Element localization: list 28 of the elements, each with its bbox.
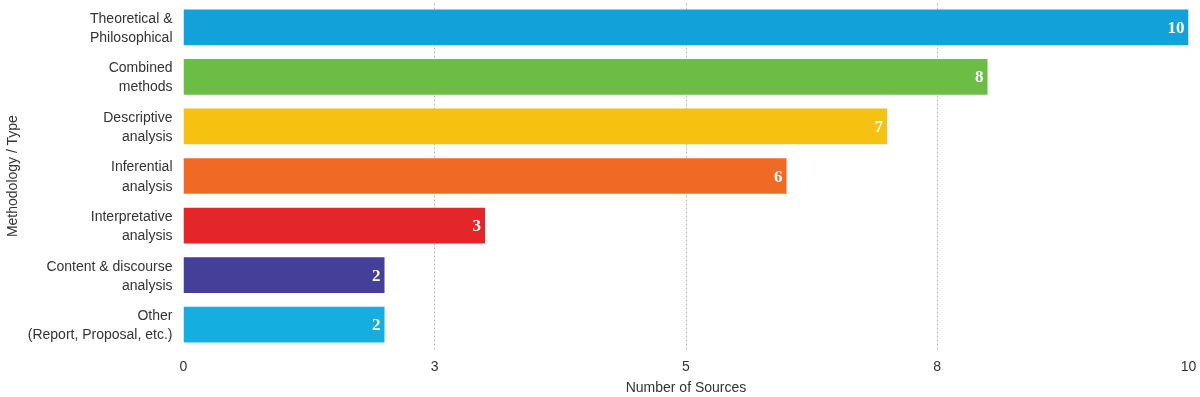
bar — [183, 257, 385, 293]
data-label: 7 — [874, 116, 884, 136]
x-tick-label: 0 — [179, 357, 188, 374]
bar — [183, 59, 988, 95]
bar — [183, 108, 887, 145]
data-label: 8 — [975, 67, 984, 87]
x-tick-label: 3 — [430, 357, 439, 374]
x-tick-label: 8 — [933, 357, 942, 374]
bar — [183, 9, 1189, 46]
y-tick-label: Content & discourse analysis — [46, 257, 173, 293]
y-axis-title: Methodology / Type — [3, 114, 20, 238]
x-axis-title: Number of Sources — [625, 378, 747, 395]
y-tick-label: Other (Report, Proposal, etc.) — [27, 307, 173, 343]
y-tick-label: Inferential analysis — [111, 158, 173, 194]
y-tick-label: Combined methods — [108, 59, 173, 95]
data-label: 2 — [372, 315, 381, 335]
x-tick-label: 10 — [1180, 357, 1197, 374]
data-label: 2 — [372, 265, 381, 285]
bar — [183, 158, 787, 194]
bar — [183, 207, 485, 244]
bar — [183, 306, 385, 343]
x-tick-label: 5 — [682, 357, 691, 374]
data-label: 6 — [774, 166, 783, 186]
y-tick-label: Interpretative analysis — [90, 207, 173, 244]
data-label: 10 — [1167, 17, 1185, 37]
data-label: 3 — [472, 216, 481, 236]
y-tick-label: Theoretical & Philosophical — [90, 9, 174, 45]
y-tick-label: Descriptive analysis — [103, 108, 173, 145]
